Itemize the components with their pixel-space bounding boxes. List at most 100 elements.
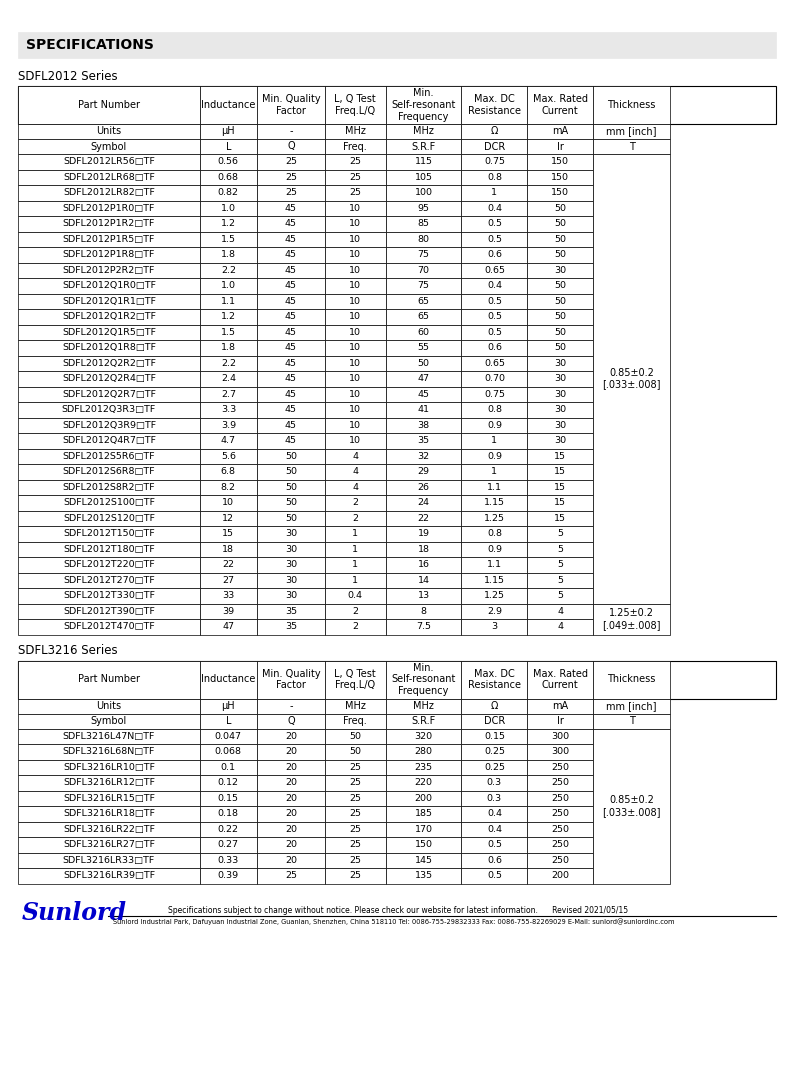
Text: 0.25: 0.25: [484, 747, 505, 756]
Bar: [593, 603, 670, 634]
Text: 250: 250: [551, 779, 569, 787]
Text: 45: 45: [285, 235, 297, 243]
Text: 145: 145: [414, 856, 433, 865]
Text: 250: 250: [551, 840, 569, 850]
Bar: [256, 526, 325, 542]
Text: 5: 5: [557, 560, 564, 570]
Bar: [527, 759, 593, 775]
Bar: [527, 154, 593, 169]
Bar: [386, 139, 461, 154]
Bar: [200, 433, 256, 448]
Bar: [325, 139, 386, 154]
Bar: [256, 728, 325, 744]
Bar: [461, 124, 527, 139]
Bar: [256, 603, 325, 619]
Bar: [461, 806, 527, 822]
Bar: [325, 759, 386, 775]
Bar: [256, 775, 325, 791]
Bar: [527, 340, 593, 355]
Text: DCR: DCR: [484, 716, 505, 726]
Bar: [256, 124, 325, 139]
Bar: [256, 216, 325, 232]
Bar: [200, 387, 256, 402]
Text: 25: 25: [349, 157, 361, 166]
Bar: [200, 619, 256, 634]
Text: 45: 45: [285, 436, 297, 445]
Bar: [18, 728, 200, 744]
Text: 80: 80: [418, 235, 430, 243]
Text: 29: 29: [418, 467, 430, 476]
Text: 70: 70: [418, 266, 430, 275]
Text: 0.8: 0.8: [487, 529, 502, 538]
Bar: [461, 775, 527, 791]
Text: 10: 10: [222, 499, 234, 507]
Text: 45: 45: [285, 421, 297, 430]
Text: 25: 25: [349, 825, 361, 834]
Bar: [527, 573, 593, 588]
Bar: [18, 340, 200, 355]
Bar: [325, 853, 386, 868]
Text: Freq.: Freq.: [344, 716, 367, 726]
Bar: [200, 759, 256, 775]
Bar: [461, 660, 527, 699]
Text: 50: 50: [554, 204, 566, 213]
Text: -: -: [289, 701, 293, 711]
Bar: [527, 744, 593, 759]
Bar: [256, 448, 325, 464]
Text: 32: 32: [418, 451, 430, 461]
Text: 1.25: 1.25: [484, 514, 505, 522]
Bar: [461, 479, 527, 495]
Bar: [256, 433, 325, 448]
Bar: [461, 464, 527, 479]
Bar: [386, 263, 461, 278]
Bar: [386, 744, 461, 759]
Text: 5: 5: [557, 591, 564, 600]
Text: SDFL2012LR82□TF: SDFL2012LR82□TF: [63, 188, 155, 197]
Bar: [256, 464, 325, 479]
Bar: [256, 588, 325, 603]
Bar: [256, 402, 325, 418]
Bar: [386, 837, 461, 853]
Text: 0.6: 0.6: [487, 344, 502, 352]
Bar: [200, 791, 256, 806]
Bar: [325, 448, 386, 464]
Bar: [325, 660, 386, 699]
Text: 33: 33: [222, 591, 234, 600]
Bar: [18, 660, 776, 699]
Text: 7.5: 7.5: [416, 623, 431, 631]
Text: 0.5: 0.5: [487, 327, 502, 337]
Bar: [200, 247, 256, 263]
Text: SDFL2012S8R2□TF: SDFL2012S8R2□TF: [63, 482, 156, 492]
Bar: [18, 154, 200, 169]
Bar: [461, 588, 527, 603]
Bar: [461, 822, 527, 837]
Bar: [18, 822, 200, 837]
Text: Ω: Ω: [491, 701, 498, 711]
Text: MHz: MHz: [413, 701, 434, 711]
Bar: [18, 464, 200, 479]
Text: SDFL2012T220□TF: SDFL2012T220□TF: [63, 560, 155, 570]
Bar: [527, 139, 593, 154]
Text: 2.4: 2.4: [221, 374, 236, 383]
Text: Units: Units: [96, 701, 121, 711]
Bar: [18, 510, 200, 526]
Bar: [527, 791, 593, 806]
Bar: [461, 542, 527, 557]
Bar: [325, 402, 386, 418]
Text: 25: 25: [349, 794, 361, 802]
Bar: [200, 526, 256, 542]
Text: 20: 20: [285, 856, 297, 865]
Bar: [593, 660, 670, 699]
Bar: [256, 822, 325, 837]
Text: 1.8: 1.8: [221, 250, 236, 260]
Bar: [256, 418, 325, 433]
Bar: [461, 185, 527, 200]
Text: 30: 30: [285, 591, 297, 600]
Text: Inductance: Inductance: [201, 100, 256, 110]
Bar: [256, 660, 325, 699]
Text: -: -: [289, 126, 293, 137]
Text: 100: 100: [414, 188, 433, 197]
Bar: [527, 853, 593, 868]
Text: 50: 50: [554, 312, 566, 321]
Text: 30: 30: [285, 545, 297, 554]
